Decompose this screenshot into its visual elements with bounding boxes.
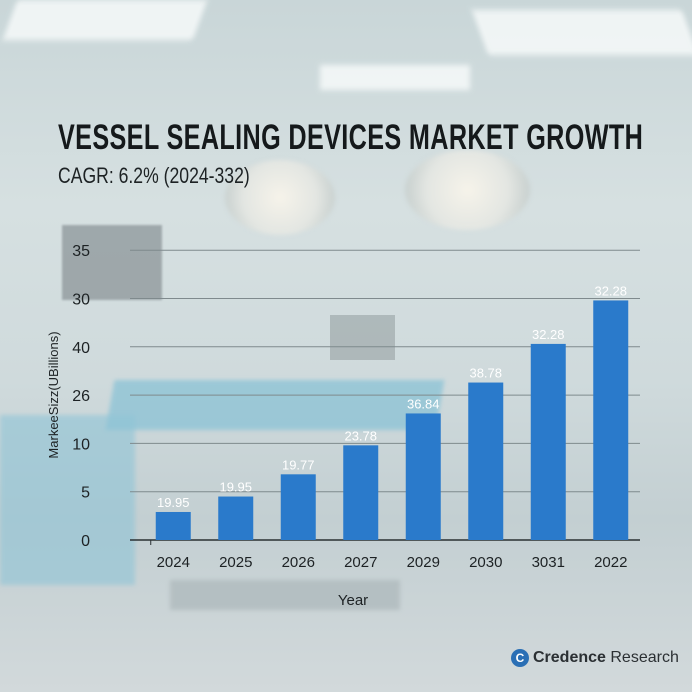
x-tick-label: 2024 xyxy=(157,554,190,571)
x-tick-label: 2030 xyxy=(469,554,502,571)
chart-title: VESSEL SEALING DEVICES MARKET GROWTH xyxy=(58,118,644,157)
bar-2022 xyxy=(593,300,629,540)
bar-2025 xyxy=(218,496,254,540)
y-tick-label: 5 xyxy=(81,485,90,502)
brand-name-regular: Research xyxy=(610,649,679,666)
x-axis-label: Year xyxy=(338,592,368,609)
data-label: 23.78 xyxy=(344,428,377,443)
logo-icon: C xyxy=(511,649,529,667)
x-tick-label: 2027 xyxy=(344,554,377,571)
bar-2024 xyxy=(155,511,191,540)
x-tick-label: 2022 xyxy=(594,554,627,571)
y-tick-label: 40 xyxy=(72,340,90,357)
y-tick-label: 0 xyxy=(81,533,90,550)
y-tick-label: 10 xyxy=(72,436,90,453)
bar-2027 xyxy=(343,445,379,540)
y-tick-label: 35 xyxy=(72,243,90,260)
y-tick-label: 30 xyxy=(72,292,90,309)
data-label: 19.77 xyxy=(282,457,315,472)
x-tick-label: 2026 xyxy=(282,554,315,571)
bar-2026 xyxy=(280,474,316,540)
bar-2029 xyxy=(405,413,441,540)
bar-3031 xyxy=(530,343,566,540)
x-tick-label: 2029 xyxy=(407,554,440,571)
data-label: 38.78 xyxy=(469,366,502,381)
data-label: 19.95 xyxy=(157,495,190,510)
x-tick-label: 2025 xyxy=(219,554,252,571)
credence-research-logo: C Credence Research xyxy=(511,649,679,667)
data-label: 32.28 xyxy=(532,327,565,342)
data-label: 36.84 xyxy=(407,396,440,411)
y-tick-label: 26 xyxy=(72,388,90,405)
chart-subtitle: CAGR: 6.2% (2024-332) xyxy=(58,163,250,188)
data-label: 19.95 xyxy=(219,480,252,495)
data-label: 32.28 xyxy=(594,283,627,298)
x-tick-label: 3031 xyxy=(532,554,565,571)
bar-2030 xyxy=(468,382,504,540)
y-axis-label: MarkeeSizz(UBillions) xyxy=(46,331,61,458)
brand-name-bold: Credence xyxy=(533,649,606,666)
